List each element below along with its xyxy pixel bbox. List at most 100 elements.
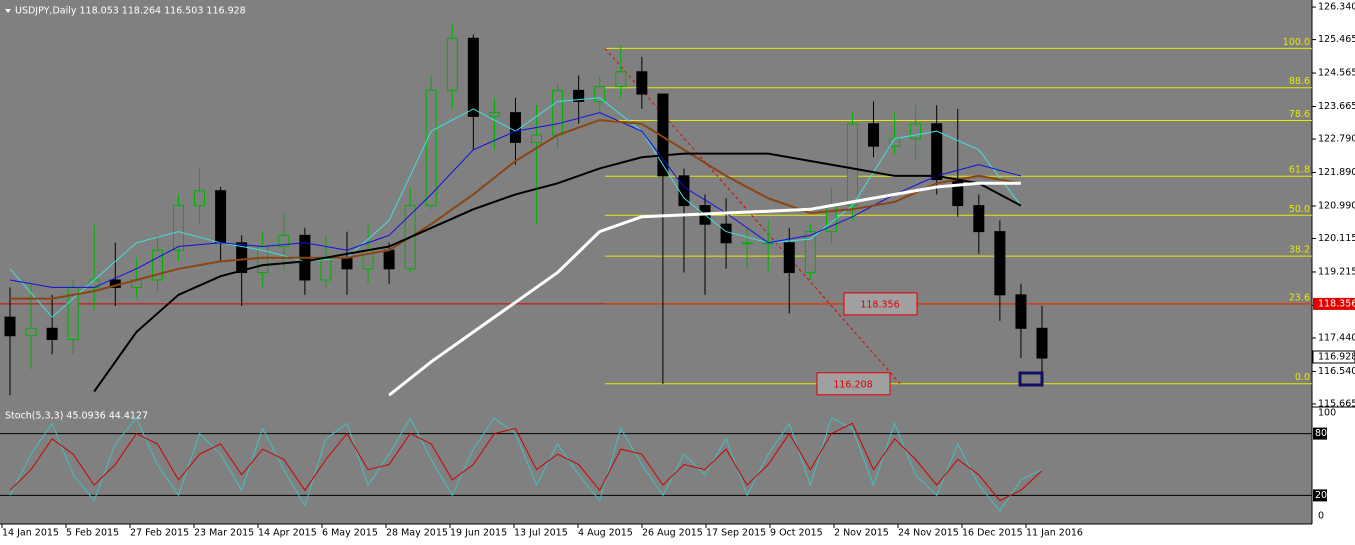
x-tick-label: 17 Sep 2015 <box>706 528 766 539</box>
x-tick-label: 23 Mar 2015 <box>194 528 254 539</box>
candle-body <box>994 231 1006 296</box>
moving-average <box>388 181 1021 397</box>
y-tick-label: 119.215 <box>1318 266 1355 277</box>
x-tick-label: 13 Jul 2015 <box>514 528 568 539</box>
stoch-header: Stoch(5,3,3) 45.0936 44.4127 <box>5 411 148 422</box>
candle-body <box>215 190 227 244</box>
last-price-box <box>1312 350 1355 364</box>
candle-body <box>910 123 922 140</box>
candle-body <box>804 231 816 274</box>
candle-body <box>194 190 206 207</box>
x-tick-label: 27 Feb 2015 <box>130 528 189 539</box>
trend-line <box>604 48 901 385</box>
candle-body <box>341 257 353 270</box>
y-tick-label: 116.540 <box>1318 366 1355 377</box>
stoch-panel <box>0 408 1312 524</box>
x-tick-label: 2 Nov 2015 <box>834 528 889 539</box>
price-tag-box <box>843 292 918 316</box>
fib-label: 23.6 <box>1289 292 1310 303</box>
candle-body <box>509 112 521 143</box>
main-header: USDJPY,Daily 118.053 118.264 116.503 116… <box>15 6 246 17</box>
x-tick-label: 5 Feb 2015 <box>66 528 119 539</box>
fib-label: 100.0 <box>1283 37 1310 48</box>
moving-average <box>93 152 1022 393</box>
fib-label: 78.6 <box>1289 109 1310 120</box>
y-tick-label: 120.115 <box>1318 233 1355 244</box>
candle-body <box>868 123 880 147</box>
menu-arrow[interactable] <box>5 9 11 13</box>
x-tick-label: 19 Jun 2015 <box>450 528 507 539</box>
y-tick-label: 100 <box>1318 408 1336 419</box>
moving-average <box>10 119 1022 300</box>
x-tick-label: 11 Jan 2016 <box>1026 528 1083 539</box>
fib-label: 61.8 <box>1289 165 1310 176</box>
candle-body <box>973 205 985 233</box>
candle-body <box>1036 327 1048 359</box>
level-label: 20 <box>1315 490 1327 501</box>
candle-body <box>25 327 37 337</box>
y-tick-label: 126.340 <box>1318 2 1355 13</box>
marker <box>1018 371 1044 387</box>
candle-body <box>783 242 795 274</box>
y-tick-label: 124.565 <box>1318 68 1355 79</box>
candle-body <box>657 93 669 177</box>
y-tick-label: 123.665 <box>1318 101 1355 112</box>
candle-body <box>425 89 437 207</box>
x-tick-label: 6 May 2015 <box>322 528 378 539</box>
candle-body <box>741 242 753 245</box>
x-tick-label: 24 Nov 2015 <box>898 528 959 539</box>
y-tick-label: 125.465 <box>1318 34 1355 45</box>
candle-body <box>594 86 606 102</box>
candle-body <box>846 123 858 207</box>
moving-average <box>9 112 1022 288</box>
candle-body <box>4 316 16 337</box>
level-box <box>1313 489 1327 502</box>
low-tag: 116.208 <box>833 379 872 390</box>
candle-body <box>1015 294 1027 329</box>
x-tick-label: 14 Apr 2015 <box>258 528 317 539</box>
candle-body <box>151 249 163 281</box>
price-axis-label: 118.356 <box>1318 298 1355 309</box>
x-tick-label: 16 Dec 2015 <box>962 528 1023 539</box>
x-tick-label: 9 Oct 2015 <box>770 528 823 539</box>
level-label: 80 <box>1315 428 1327 439</box>
candle-body <box>720 223 732 244</box>
candle-body <box>320 257 332 281</box>
y-tick-label: 0 <box>1318 511 1324 522</box>
candle-body <box>488 112 500 117</box>
last-price-label: 116.928 <box>1318 351 1355 362</box>
fib-label: 38.2 <box>1289 245 1310 256</box>
fib-label: 88.6 <box>1289 76 1310 87</box>
fib-label: 0.0 <box>1295 372 1310 383</box>
y-tick-label: 122.790 <box>1318 134 1355 145</box>
x-tick-label: 4 Aug 2015 <box>578 528 633 539</box>
low-tag-box <box>816 372 891 396</box>
candle-body <box>46 327 58 340</box>
stoch-line <box>9 422 1043 502</box>
candle-body <box>552 89 564 136</box>
candle-body <box>278 234 290 248</box>
price-tag: 118.356 <box>860 299 899 310</box>
candle-body <box>615 71 627 88</box>
y-tick-label: 120.990 <box>1318 200 1355 211</box>
candle-body <box>467 37 479 117</box>
candle-body <box>236 242 248 274</box>
y-tick-label: 117.440 <box>1318 332 1355 343</box>
fib-label: 50.0 <box>1289 204 1310 215</box>
x-tick-label: 26 Aug 2015 <box>642 528 703 539</box>
candle-body <box>383 249 395 270</box>
candle-body <box>172 205 184 251</box>
candle-body <box>573 89 585 102</box>
y-tick-label: 121.890 <box>1318 167 1355 178</box>
candle-body <box>636 71 648 95</box>
x-tick-label: 14 Jan 2015 <box>2 528 59 539</box>
y-tick-label: 115.665 <box>1318 398 1355 409</box>
candle-body <box>931 123 943 181</box>
x-tick-label: 28 May 2015 <box>386 528 448 539</box>
candle-body <box>446 37 458 91</box>
price-box <box>1313 297 1355 310</box>
stoch-line <box>9 417 1043 512</box>
level-box <box>1313 427 1327 440</box>
candle-body <box>531 134 543 143</box>
